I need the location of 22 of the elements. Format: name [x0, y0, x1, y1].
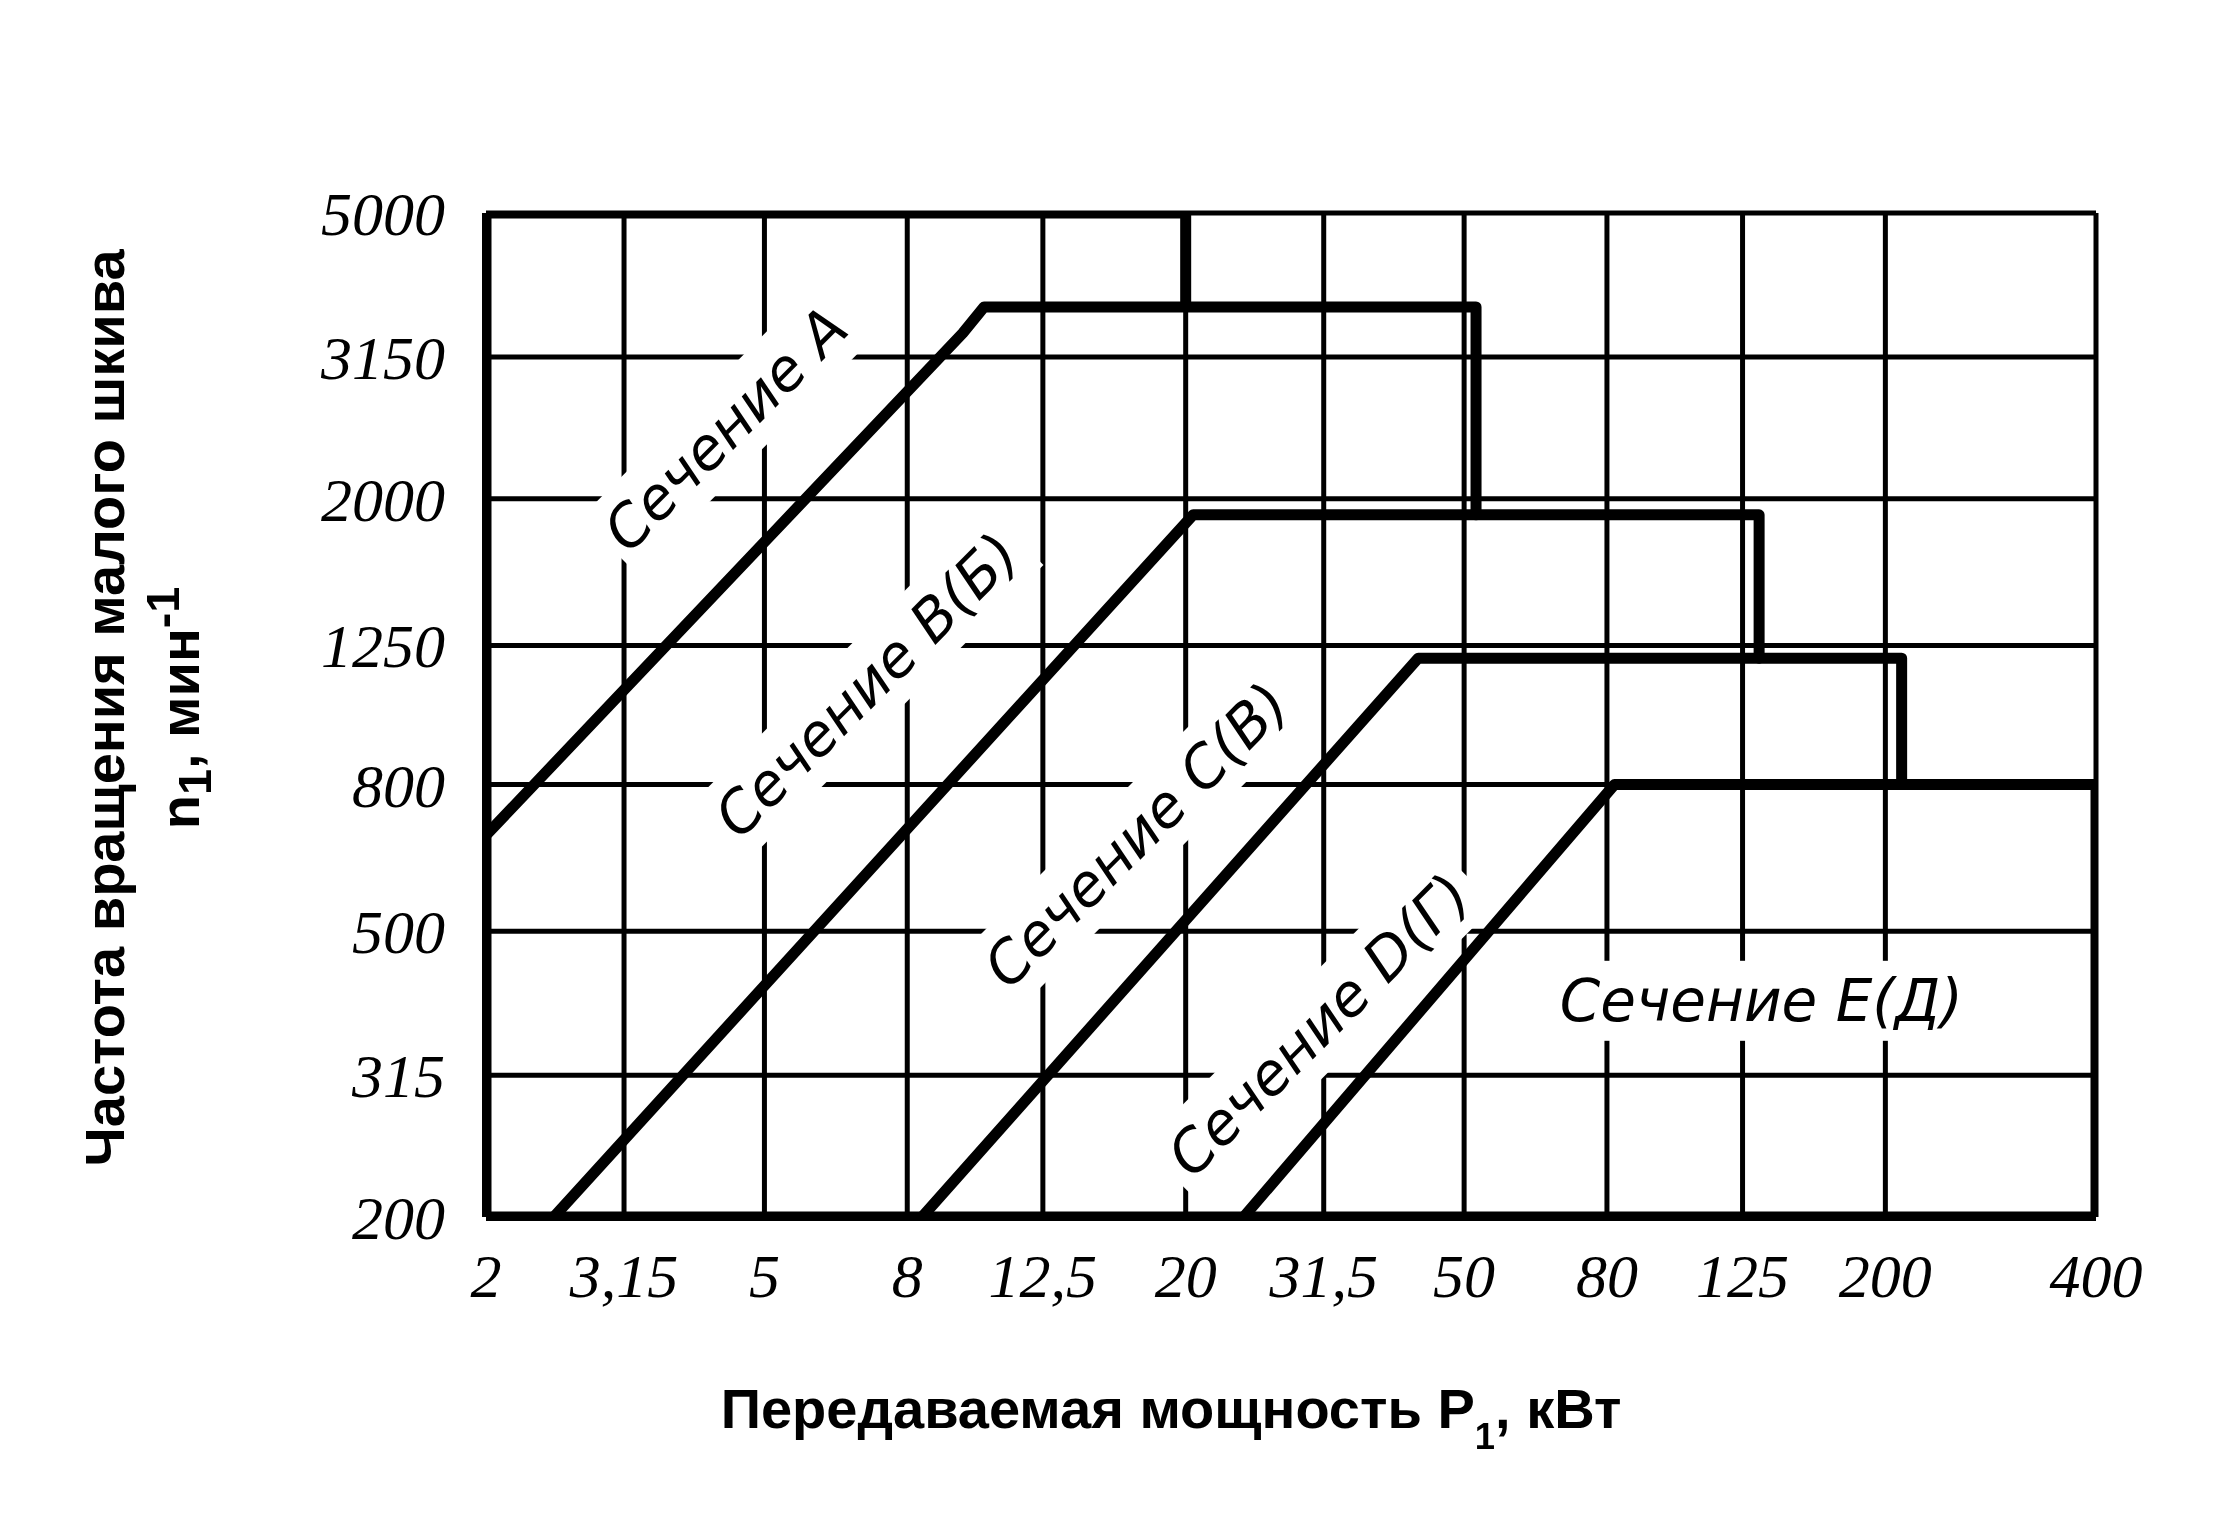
x-tick-label: 31,5: [1268, 1242, 1378, 1311]
x-tick-label: 5: [748, 1242, 780, 1311]
y-tick-label: 1250: [321, 612, 445, 681]
x-tick-label: 200: [1838, 1242, 1932, 1311]
y-tick-label: 500: [352, 898, 445, 967]
y-tick-label: 315: [351, 1042, 445, 1111]
x-axis-title: Передаваемая мощность P$_{1}$, кВт: [720, 1377, 1622, 1457]
x-tick-label: 2: [470, 1242, 502, 1311]
x-tick-label: 400: [2049, 1242, 2143, 1311]
y-tick-label: 200: [352, 1184, 445, 1253]
x-tick-label: 12,5: [988, 1242, 1098, 1311]
y-tick-label: 3150: [320, 324, 445, 393]
annotation: Сечение E(Д): [1559, 966, 1963, 1035]
x-tick-label: 3,15: [568, 1242, 679, 1311]
x-tick-label: 80: [1575, 1242, 1638, 1311]
y-tick-label: 2000: [321, 465, 445, 534]
x-tick-label: 20: [1154, 1242, 1217, 1311]
x-tick-label: 50: [1433, 1242, 1496, 1311]
x-tick-label: 8: [891, 1242, 923, 1311]
x-tick-label: 125: [1696, 1242, 1790, 1311]
y-tick-label: 5000: [321, 180, 445, 249]
y-tick-label: 800: [352, 751, 445, 820]
